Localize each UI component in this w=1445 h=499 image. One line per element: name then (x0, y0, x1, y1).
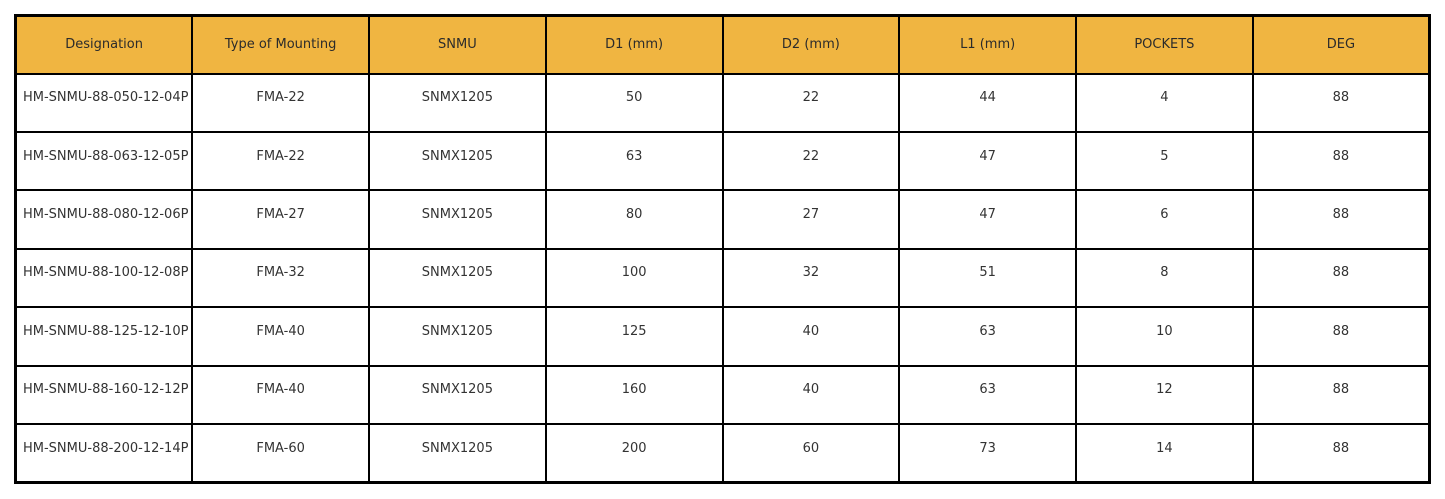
d1-cell: 160 (544, 364, 724, 426)
spec-table: Designation Type of Mounting SNMU D1 (mm… (14, 14, 1431, 484)
deg-cell: 88 (1251, 72, 1431, 133)
table-row: HM-SNMU-88-050-12-04P FMA-22 SNMX1205 50 22 4… (14, 72, 1431, 133)
l1-cell: 63 (898, 306, 1077, 367)
designation-cell: HM-SNMU-88-080-12-06P (14, 189, 194, 250)
column-header-snmu: SNMU (368, 14, 547, 75)
deg-cell: 88 (1251, 364, 1431, 426)
mounting-type-cell: FMA-22 (191, 130, 370, 192)
deg-cell: 88 (1251, 130, 1431, 192)
l1-cell: 73 (898, 423, 1077, 484)
table-row: HM-SNMU-88-160-12-12P FMA-40 SNMX1205 160 40… (14, 364, 1431, 426)
deg-cell: 88 (1251, 306, 1431, 367)
d1-cell: 125 (544, 306, 724, 367)
d1-cell: 80 (544, 189, 724, 250)
table-row: HM-SNMU-88-063-12-05P FMA-22 SNMX1205 63 22 4… (14, 130, 1431, 192)
d1-cell: 100 (544, 247, 724, 309)
mounting-type-cell: FMA-22 (191, 72, 370, 133)
d1-cell: 200 (544, 423, 724, 484)
designation-cell: HM-SNMU-88-160-12-12P (14, 364, 194, 426)
mounting-type-cell: FMA-27 (191, 189, 370, 250)
designation-cell: HM-SNMU-88-063-12-05P (14, 130, 194, 192)
table-row: HM-SNMU-88-200-12-14P FMA-60 SNMX1205 200 60… (14, 423, 1431, 484)
pockets-cell: 12 (1075, 364, 1254, 426)
l1-cell: 63 (898, 364, 1077, 426)
pockets-cell: 4 (1075, 72, 1254, 133)
d2-cell: 40 (721, 306, 901, 367)
table-row: HM-SNMU-88-080-12-06P FMA-27 SNMX1205 80 27 4… (14, 189, 1431, 250)
d1-cell: 63 (544, 130, 724, 192)
deg-cell: 88 (1251, 189, 1431, 250)
mounting-type-cell: FMA-40 (191, 306, 370, 367)
column-header-designation: Designation (14, 14, 194, 75)
l1-cell: 47 (898, 130, 1077, 192)
column-header-d2-mm: D2 (mm) (721, 14, 901, 75)
pockets-cell: 14 (1075, 423, 1254, 484)
column-header-type-of-mounting: Type of Mounting (191, 14, 370, 75)
designation-cell: HM-SNMU-88-050-12-04P (14, 72, 194, 133)
spec-table-body: HM-SNMU-88-050-12-04P FMA-22 SNMX1205 50 22 4… (14, 72, 1431, 484)
snmu-cell: SNMX1205 (368, 423, 547, 484)
d2-cell: 22 (721, 72, 901, 133)
snmu-cell: SNMX1205 (368, 189, 547, 250)
l1-cell: 47 (898, 189, 1077, 250)
snmu-cell: SNMX1205 (368, 306, 547, 367)
mounting-type-cell: FMA-32 (191, 247, 370, 309)
snmu-cell: SNMX1205 (368, 364, 547, 426)
pockets-cell: 6 (1075, 189, 1254, 250)
table-row: HM-SNMU-88-125-12-10P FMA-40 SNMX1205 125 40… (14, 306, 1431, 367)
l1-cell: 44 (898, 72, 1077, 133)
column-header-d1-mm: D1 (mm) (544, 14, 724, 75)
d2-cell: 32 (721, 247, 901, 309)
l1-cell: 51 (898, 247, 1077, 309)
snmu-cell: SNMX1205 (368, 130, 547, 192)
designation-cell: HM-SNMU-88-125-12-10P (14, 306, 194, 367)
designation-cell: HM-SNMU-88-100-12-08P (14, 247, 194, 309)
column-header-l1-mm: L1 (mm) (898, 14, 1077, 75)
d2-cell: 27 (721, 189, 901, 250)
snmu-cell: SNMX1205 (368, 247, 547, 309)
d2-cell: 60 (721, 423, 901, 484)
column-header-deg: DEG (1251, 14, 1431, 75)
d2-cell: 40 (721, 364, 901, 426)
designation-cell: HM-SNMU-88-200-12-14P (14, 423, 194, 484)
deg-cell: 88 (1251, 423, 1431, 484)
deg-cell: 88 (1251, 247, 1431, 309)
d2-cell: 22 (721, 130, 901, 192)
mounting-type-cell: FMA-60 (191, 423, 370, 484)
spec-table-header: Designation Type of Mounting SNMU D1 (mm… (14, 14, 1431, 75)
pockets-cell: 10 (1075, 306, 1254, 367)
pockets-cell: 5 (1075, 130, 1254, 192)
snmu-cell: SNMX1205 (368, 72, 547, 133)
mounting-type-cell: FMA-40 (191, 364, 370, 426)
column-header-pockets: POCKETS (1075, 14, 1254, 75)
header-row: Designation Type of Mounting SNMU D1 (mm… (14, 14, 1431, 75)
table-row: HM-SNMU-88-100-12-08P FMA-32 SNMX1205 100 32… (14, 247, 1431, 309)
pockets-cell: 8 (1075, 247, 1254, 309)
d1-cell: 50 (544, 72, 724, 133)
